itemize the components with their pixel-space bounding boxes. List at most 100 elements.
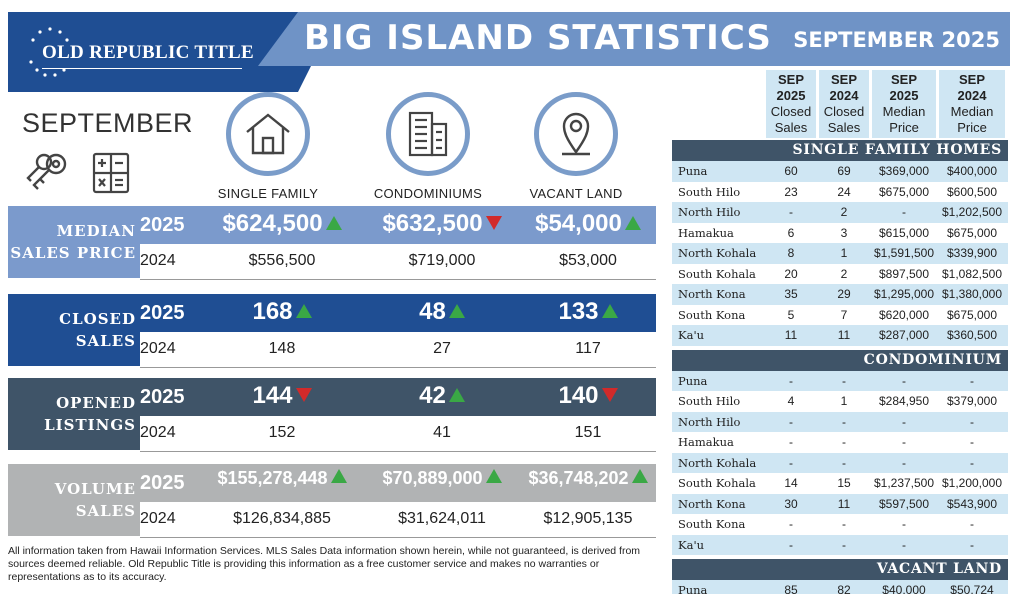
- table-row: South Kohala 14 15 $1,237,500 $1,200,000: [672, 473, 1008, 494]
- area-name: North Hilo: [678, 205, 741, 219]
- stat-block: OPENED LISTINGS 2025 2024 144 152 42 41 140 151: [8, 378, 656, 452]
- table-cell: 23: [784, 184, 798, 199]
- table-cell: $1,380,000: [941, 287, 1003, 301]
- table-cell: 24: [837, 184, 851, 199]
- area-name: North Kona: [678, 287, 746, 301]
- table-cell: -: [902, 205, 906, 219]
- house-icon: [226, 92, 310, 176]
- area-name: Hamakua: [678, 435, 734, 449]
- stat-label-line: SALES: [75, 502, 136, 520]
- table-cell: -: [842, 517, 846, 531]
- stars-icon: [29, 27, 69, 77]
- stat-value-current: $36,748,202: [508, 468, 668, 489]
- table-row: North Kohala 8 1 $1,591,500 $339,900: [672, 243, 1008, 264]
- table-cell: $339,900: [946, 246, 998, 260]
- table-cell: -: [789, 455, 793, 470]
- stat-value-current: $70,889,000: [362, 468, 522, 489]
- table-cell: -: [842, 537, 846, 552]
- property-type-condominiums: CONDOMINIUMS: [348, 92, 508, 201]
- table-cell: -: [789, 373, 793, 388]
- table-cell: -: [842, 455, 846, 470]
- stat-block: MEDIAN SALES PRICE 2025 2024 $624,500 $556,50…: [8, 206, 656, 280]
- stat-label: CLOSED SALES: [8, 294, 136, 366]
- table-cell: $615,000: [878, 225, 930, 240]
- table-cell: $287,000: [878, 328, 930, 342]
- location-pin-icon: [534, 92, 618, 176]
- table-cell: -: [970, 373, 974, 388]
- table-cell: 8: [787, 246, 795, 260]
- stat-value-prior: 148: [268, 340, 296, 357]
- stat-label-line: VOLUME: [54, 480, 136, 498]
- table-cell: $600,500: [946, 184, 998, 199]
- table-cell: -: [842, 414, 846, 429]
- trend-down-icon: [485, 216, 502, 230]
- table-cell: 20: [784, 266, 798, 281]
- page-subtitle: SEPTEMBER 2025: [793, 28, 1000, 52]
- table-cell: -: [842, 373, 846, 388]
- stat-block: VOLUME SALES 2025 2024 $155,278,448 $126,834,…: [8, 464, 656, 538]
- stat-value: 168: [252, 298, 293, 325]
- table-cell: $369,000: [878, 164, 930, 178]
- table-cell: $50,724: [950, 583, 994, 594]
- stat-value-prior: $556,500: [248, 252, 316, 269]
- section-rows: Puna - - - - South Hilo 4 1 $284,950 $379,000 Nort…: [672, 370, 1008, 555]
- table-row: Hamakua - - - -: [672, 432, 1008, 453]
- table-cell: $675,000: [878, 184, 930, 199]
- stat-value-current: 48: [362, 298, 522, 326]
- stat-label: VOLUME SALES: [8, 464, 136, 536]
- stat-value-prior: 41: [433, 424, 451, 441]
- table-row: Puna 60 69 $369,000 $400,000: [672, 161, 1008, 182]
- table-cell: -: [902, 537, 906, 552]
- stat-value: $36,748,202: [528, 468, 629, 488]
- table-cell: -: [789, 205, 793, 219]
- area-name: South Kohala: [678, 476, 756, 490]
- building-icon: [386, 92, 470, 176]
- stat-value-prior: 152: [268, 424, 296, 441]
- table-cell: 6: [787, 225, 795, 240]
- trend-up-icon: [485, 469, 502, 483]
- trend-up-icon: [325, 216, 342, 230]
- stat-label: MEDIAN SALES PRICE: [8, 206, 136, 278]
- table-cell: $897,500: [878, 266, 930, 281]
- table-cell: $675,000: [946, 307, 998, 322]
- table-cell: $675,000: [946, 225, 998, 240]
- table-row: South Hilo 23 24 $675,000 $600,500: [672, 181, 1008, 202]
- table-cell: -: [970, 414, 974, 429]
- stat-value: 140: [558, 382, 599, 409]
- table-cell: 1: [840, 394, 848, 408]
- table-cell: -: [842, 435, 846, 449]
- year-prior: 2024: [140, 510, 176, 527]
- area-name: South Hilo: [678, 394, 741, 408]
- stat-label-line: SALES PRICE: [10, 244, 136, 262]
- logo-underline: [42, 68, 242, 69]
- stat-label-line: OPENED: [56, 394, 136, 412]
- table-row: South Kona 5 7 $620,000 $675,000: [672, 304, 1008, 325]
- table-cell: $284,950: [878, 394, 930, 408]
- table-cell: 82: [837, 583, 851, 594]
- table-cell: -: [970, 517, 974, 531]
- table-cell: 85: [784, 583, 798, 594]
- divider: [140, 367, 656, 368]
- table-row: North Kohala - - - -: [672, 452, 1008, 473]
- table-cell: 30: [784, 496, 798, 511]
- table-cell: $597,500: [878, 496, 930, 511]
- table-cell: -: [789, 537, 793, 552]
- area-name: North Kohala: [678, 455, 757, 470]
- property-type-label: CONDOMINIUMS: [373, 186, 483, 201]
- table-cell: -: [970, 537, 974, 552]
- stat-label: OPENED LISTINGS: [8, 378, 136, 450]
- area-statistics-table: SEP 2025 Closed Sales SEP 2024 Closed Sales SE…: [672, 70, 1008, 594]
- stat-block: CLOSED SALES 2025 2024 168 148 48 27 133 117: [8, 294, 656, 368]
- stat-value-current: 42: [362, 382, 522, 410]
- column-header: SEP 2025 Median Price: [872, 70, 936, 138]
- stat-value: $155,278,448: [217, 468, 328, 488]
- divider: [140, 451, 656, 452]
- table-row: North Hilo - 2 - $1,202,500: [672, 202, 1008, 223]
- stat-value-current: 133: [508, 298, 668, 326]
- year-prior: 2024: [140, 424, 176, 441]
- table-cell: 4: [787, 394, 795, 408]
- table-row: South Kohala 20 2 $897,500 $1,082,500: [672, 263, 1008, 284]
- stat-value: 48: [419, 298, 446, 325]
- column-header: SEP 2025 Closed Sales: [766, 70, 816, 138]
- table-cell: 69: [837, 164, 851, 178]
